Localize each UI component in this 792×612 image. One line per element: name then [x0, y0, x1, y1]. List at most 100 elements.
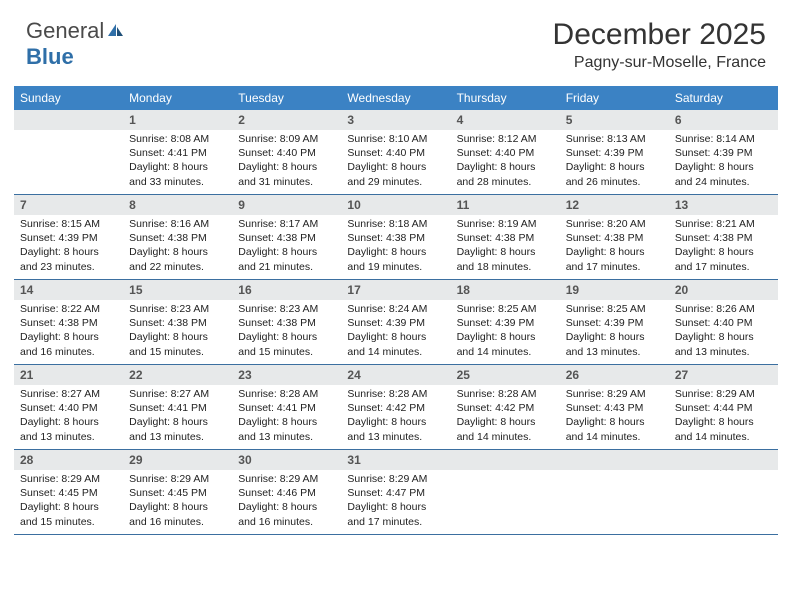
- sunset-text: Sunset: 4:47 PM: [347, 486, 444, 500]
- sunset-text: Sunset: 4:38 PM: [129, 316, 226, 330]
- week-row: 7Sunrise: 8:15 AMSunset: 4:39 PMDaylight…: [14, 195, 778, 280]
- day-details: Sunrise: 8:29 AMSunset: 4:45 PMDaylight:…: [14, 472, 123, 529]
- sunrise-text: Sunrise: 8:28 AM: [347, 387, 444, 401]
- daylight-text: Daylight: 8 hours and 16 minutes.: [20, 330, 117, 358]
- day-cell: 23Sunrise: 8:28 AMSunset: 4:41 PMDayligh…: [232, 365, 341, 449]
- day-number: 22: [123, 365, 232, 385]
- dow-saturday: Saturday: [669, 86, 778, 110]
- daylight-text: Daylight: 8 hours and 28 minutes.: [457, 160, 554, 188]
- sunset-text: Sunset: 4:39 PM: [457, 316, 554, 330]
- sunset-text: Sunset: 4:40 PM: [675, 316, 772, 330]
- day-details: Sunrise: 8:21 AMSunset: 4:38 PMDaylight:…: [669, 217, 778, 274]
- week-row: 28Sunrise: 8:29 AMSunset: 4:45 PMDayligh…: [14, 450, 778, 535]
- day-cell: 26Sunrise: 8:29 AMSunset: 4:43 PMDayligh…: [560, 365, 669, 449]
- daylight-text: Daylight: 8 hours and 13 minutes.: [566, 330, 663, 358]
- dow-tuesday: Tuesday: [232, 86, 341, 110]
- day-number: 14: [14, 280, 123, 300]
- daylight-text: Daylight: 8 hours and 31 minutes.: [238, 160, 335, 188]
- location-text: Pagny-sur-Moselle, France: [553, 54, 766, 72]
- day-cell: 21Sunrise: 8:27 AMSunset: 4:40 PMDayligh…: [14, 365, 123, 449]
- day-details: Sunrise: 8:28 AMSunset: 4:42 PMDaylight:…: [341, 387, 450, 444]
- sunset-text: Sunset: 4:39 PM: [566, 146, 663, 160]
- day-details: Sunrise: 8:27 AMSunset: 4:41 PMDaylight:…: [123, 387, 232, 444]
- sunset-text: Sunset: 4:41 PM: [238, 401, 335, 415]
- dow-sunday: Sunday: [14, 86, 123, 110]
- day-number: 29: [123, 450, 232, 470]
- day-details: Sunrise: 8:12 AMSunset: 4:40 PMDaylight:…: [451, 132, 560, 189]
- daylight-text: Daylight: 8 hours and 14 minutes.: [347, 330, 444, 358]
- sunrise-text: Sunrise: 8:29 AM: [129, 472, 226, 486]
- daylight-text: Daylight: 8 hours and 13 minutes.: [20, 415, 117, 443]
- day-number: 17: [341, 280, 450, 300]
- day-number: 18: [451, 280, 560, 300]
- day-cell: 18 Sunrise: 8:25 AMSunset: 4:39 PMDayligh…: [451, 280, 560, 364]
- day-details: Sunrise: 8:29 AMSunset: 4:46 PMDaylight:…: [232, 472, 341, 529]
- day-cell: 20Sunrise: 8:26 AMSunset: 4:40 PMDayligh…: [669, 280, 778, 364]
- day-details: Sunrise: 8:16 AMSunset: 4:38 PMDaylight:…: [123, 217, 232, 274]
- daylight-text: Daylight: 8 hours and 21 minutes.: [238, 245, 335, 273]
- daylight-text: Daylight: 8 hours and 13 minutes.: [238, 415, 335, 443]
- sunset-text: Sunset: 4:46 PM: [238, 486, 335, 500]
- sunset-text: Sunset: 4:45 PM: [20, 486, 117, 500]
- dow-friday: Friday: [560, 86, 669, 110]
- sunrise-text: Sunrise: 8:12 AM: [457, 132, 554, 146]
- day-cell: 13Sunrise: 8:21 AMSunset: 4:38 PMDayligh…: [669, 195, 778, 279]
- day-details: Sunrise: 8:13 AMSunset: 4:39 PMDaylight:…: [560, 132, 669, 189]
- sunset-text: Sunset: 4:38 PM: [20, 316, 117, 330]
- day-cell: 27Sunrise: 8:29 AMSunset: 4:44 PMDayligh…: [669, 365, 778, 449]
- day-details: Sunrise: 8:20 AMSunset: 4:38 PMDaylight:…: [560, 217, 669, 274]
- week-row: 14Sunrise: 8:22 AMSunset: 4:38 PMDayligh…: [14, 280, 778, 365]
- sunrise-text: Sunrise: 8:16 AM: [129, 217, 226, 231]
- sunset-text: Sunset: 4:40 PM: [20, 401, 117, 415]
- daylight-text: Daylight: 8 hours and 14 minutes.: [457, 415, 554, 443]
- daylight-text: Daylight: 8 hours and 14 minutes.: [457, 330, 554, 358]
- day-number: 26: [560, 365, 669, 385]
- sunrise-text: Sunrise: 8:25 AM: [457, 302, 554, 316]
- day-details: Sunrise: 8:08 AMSunset: 4:41 PMDaylight:…: [123, 132, 232, 189]
- day-cell: 9Sunrise: 8:17 AMSunset: 4:38 PMDaylight…: [232, 195, 341, 279]
- day-number: [14, 110, 123, 130]
- page-title: December 2025: [553, 18, 766, 52]
- daylight-text: Daylight: 8 hours and 17 minutes.: [566, 245, 663, 273]
- day-number: 28: [14, 450, 123, 470]
- week-row: 21Sunrise: 8:27 AMSunset: 4:40 PMDayligh…: [14, 365, 778, 450]
- sunrise-text: Sunrise: 8:22 AM: [20, 302, 117, 316]
- day-number: 3: [341, 110, 450, 130]
- daylight-text: Daylight: 8 hours and 14 minutes.: [675, 415, 772, 443]
- sunrise-text: Sunrise: 8:18 AM: [347, 217, 444, 231]
- day-details: Sunrise: 8:10 AMSunset: 4:40 PMDaylight:…: [341, 132, 450, 189]
- day-details: Sunrise: 8:27 AMSunset: 4:40 PMDaylight:…: [14, 387, 123, 444]
- sunset-text: Sunset: 4:39 PM: [675, 146, 772, 160]
- weeks-container: 1Sunrise: 8:08 AMSunset: 4:41 PMDaylight…: [14, 110, 778, 535]
- logo-sail-icon: [106, 18, 126, 43]
- sunset-text: Sunset: 4:38 PM: [675, 231, 772, 245]
- sunrise-text: Sunrise: 8:13 AM: [566, 132, 663, 146]
- day-number: 15: [123, 280, 232, 300]
- daylight-text: Daylight: 8 hours and 15 minutes.: [238, 330, 335, 358]
- daylight-text: Daylight: 8 hours and 26 minutes.: [566, 160, 663, 188]
- day-number: 13: [669, 195, 778, 215]
- sunset-text: Sunset: 4:42 PM: [347, 401, 444, 415]
- day-details: Sunrise: 8:29 AMSunset: 4:43 PMDaylight:…: [560, 387, 669, 444]
- day-number: 23: [232, 365, 341, 385]
- day-number: [451, 450, 560, 470]
- dow-thursday: Thursday: [451, 86, 560, 110]
- sunset-text: Sunset: 4:45 PM: [129, 486, 226, 500]
- day-details: Sunrise: 8:26 AMSunset: 4:40 PMDaylight:…: [669, 302, 778, 359]
- sunrise-text: Sunrise: 8:14 AM: [675, 132, 772, 146]
- sunrise-text: Sunrise: 8:23 AM: [129, 302, 226, 316]
- daylight-text: Daylight: 8 hours and 17 minutes.: [675, 245, 772, 273]
- day-details: Sunrise: 8:18 AMSunset: 4:38 PMDaylight:…: [341, 217, 450, 274]
- day-cell: 12Sunrise: 8:20 AMSunset: 4:38 PMDayligh…: [560, 195, 669, 279]
- dow-wednesday: Wednesday: [341, 86, 450, 110]
- daylight-text: Daylight: 8 hours and 15 minutes.: [20, 500, 117, 528]
- sunset-text: Sunset: 4:41 PM: [129, 401, 226, 415]
- sunset-text: Sunset: 4:38 PM: [347, 231, 444, 245]
- day-cell: 6Sunrise: 8:14 AMSunset: 4:39 PMDaylight…: [669, 110, 778, 194]
- sunset-text: Sunset: 4:39 PM: [20, 231, 117, 245]
- day-details: Sunrise: 8:23 AMSunset: 4:38 PMDaylight:…: [232, 302, 341, 359]
- sunset-text: Sunset: 4:43 PM: [566, 401, 663, 415]
- sunset-text: Sunset: 4:40 PM: [347, 146, 444, 160]
- day-number: [669, 450, 778, 470]
- daylight-text: Daylight: 8 hours and 17 minutes.: [347, 500, 444, 528]
